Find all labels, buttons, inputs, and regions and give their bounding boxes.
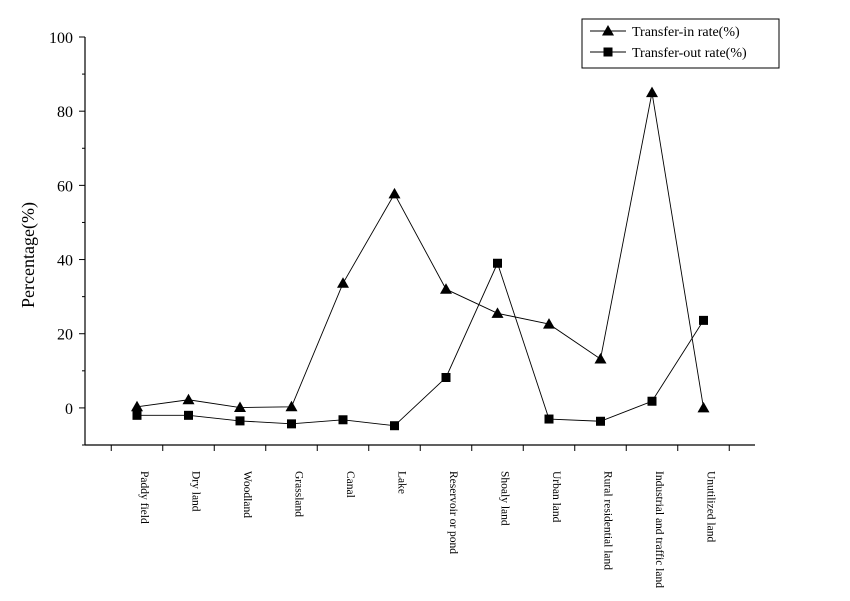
x-ticks: Paddy field Dry land Woodland Grassland Cana… — [110, 445, 730, 588]
x-tick-label: Unutilized land — [705, 471, 717, 542]
triangle-point — [440, 283, 452, 294]
x-tick-label: Reservoir or pond — [447, 471, 459, 554]
series-line — [137, 262, 704, 427]
x-tick-label: Industrial and traffic land — [653, 471, 665, 588]
x-tick-label: Paddy field — [138, 471, 150, 524]
y-tick-label: 40 — [57, 253, 73, 270]
legend-label: Transfer-in rate(%) — [632, 25, 740, 40]
triangle-point — [491, 307, 504, 318]
square-point — [493, 258, 502, 268]
triangle-point — [131, 400, 143, 412]
series-layer — [131, 86, 710, 431]
triangle-point — [234, 401, 246, 413]
square-point — [596, 416, 605, 426]
x-tick-label: Urban land — [550, 471, 562, 523]
triangle-point — [337, 277, 349, 288]
y-axis-label: Percentage(%) — [18, 202, 39, 308]
square-point — [338, 415, 348, 425]
triangle-point — [697, 401, 710, 413]
square-point — [287, 419, 296, 429]
series-triangle — [131, 86, 710, 413]
legend-label: Transfer-out rate(%) — [632, 46, 747, 61]
x-tick-label: Shoaly land — [499, 471, 511, 526]
square-point — [132, 410, 142, 420]
x-tick-label: Dry land — [190, 471, 202, 512]
square-point — [390, 421, 399, 431]
square-point — [235, 416, 245, 426]
legend-triangle-marker — [602, 25, 614, 36]
y-tick-label: 20 — [57, 327, 73, 344]
square-point — [699, 315, 708, 325]
x-tick-label: Rural residential land — [602, 471, 614, 570]
series-square — [132, 258, 708, 431]
series-line — [136, 92, 704, 408]
y-tick-label: 0 — [65, 401, 73, 418]
x-tick-label: Lake — [396, 471, 408, 494]
y-tick-label: 100 — [49, 30, 73, 47]
triangle-point — [285, 400, 298, 412]
triangle-point — [646, 86, 658, 98]
x-tick-label: Grassland — [293, 471, 305, 517]
legend-square-marker — [603, 47, 613, 57]
square-point — [544, 414, 554, 424]
y-tick-label: 60 — [57, 178, 73, 195]
square-point — [647, 396, 657, 406]
legend: Transfer-in rate(%) Transfer-out rate(%) — [581, 18, 780, 69]
triangle-point — [594, 352, 607, 364]
x-tick-label: Woodland — [241, 471, 253, 518]
square-point — [184, 410, 193, 420]
triangle-point — [543, 318, 555, 329]
triangle-point — [388, 187, 401, 199]
square-point — [441, 372, 451, 382]
y-tick-label: 80 — [57, 104, 73, 121]
legend-box — [581, 18, 780, 69]
x-tick-label: Canal — [344, 471, 356, 498]
y-ticks: 0 20 40 60 80 100 — [49, 30, 85, 446]
triangle-point — [182, 393, 195, 405]
